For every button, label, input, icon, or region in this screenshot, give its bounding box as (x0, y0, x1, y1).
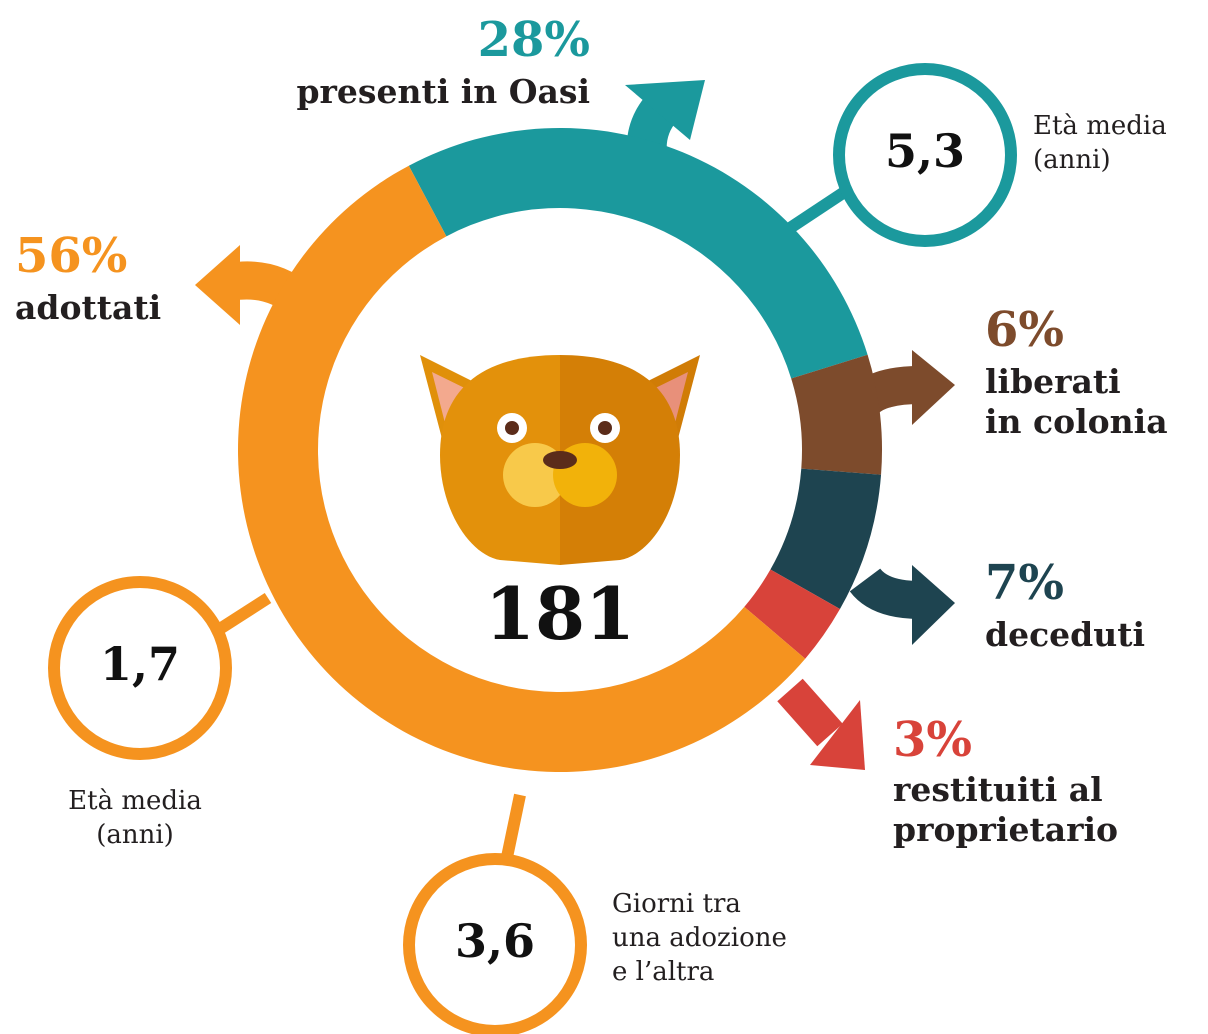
connector (500, 793, 526, 864)
stat-label: Età media (anni) (68, 786, 202, 850)
category-label: presenti in Oasi (296, 72, 590, 111)
arrow (849, 565, 955, 645)
center-label: 181 (485, 571, 635, 656)
donut-segment (770, 468, 882, 610)
value-label: 6% (985, 302, 1065, 358)
stat-circle (403, 853, 587, 1034)
category-label: adottati (15, 288, 162, 327)
donut-segment (408, 127, 868, 379)
value-label: 3% (893, 712, 973, 768)
arrow (777, 678, 865, 770)
category-label: restituiti al proprietario (893, 770, 1119, 849)
value-label: 28% (477, 12, 590, 68)
stat-value: 3,6 (455, 914, 535, 968)
category-label: deceduti (985, 615, 1146, 654)
connector (211, 592, 272, 638)
stat-circle (833, 63, 1017, 247)
value-label: 56% (15, 228, 128, 284)
donut-segment (791, 354, 882, 475)
value-label: 7% (985, 555, 1065, 611)
donut-segment (238, 165, 806, 772)
stat-label: Giorni tra una adozione e l’altra (612, 889, 787, 987)
category-label: liberati in colonia (985, 362, 1168, 441)
stat-value: 1,7 (100, 637, 180, 691)
stat-circle (48, 576, 232, 760)
stat-label: Età media (anni) (1033, 111, 1167, 175)
donut-segment (744, 569, 840, 659)
cat-icon (420, 355, 700, 565)
stat-value: 5,3 (885, 124, 965, 178)
